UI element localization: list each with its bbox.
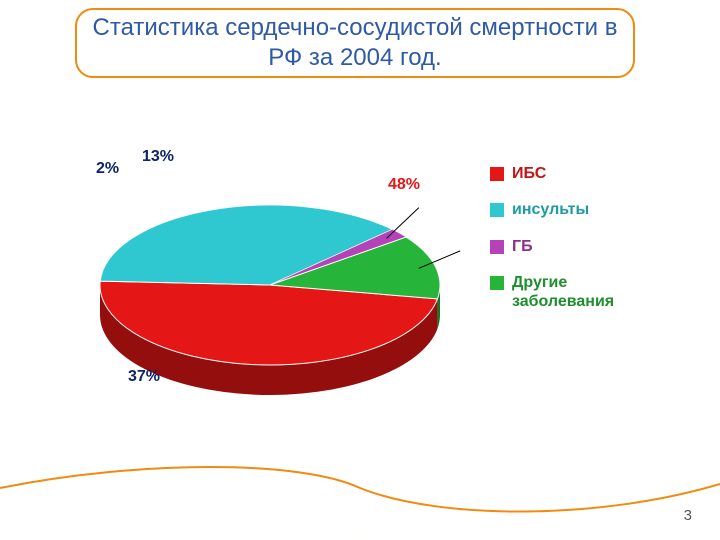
legend-label: ИБС	[512, 165, 546, 183]
title-box: Статистика сердечно-сосудистой смертност…	[75, 8, 635, 78]
legend-item: Другие заболевания	[490, 274, 670, 311]
page-title: Статистика сердечно-сосудистой смертност…	[91, 13, 619, 73]
legend-label: инсульты	[512, 201, 589, 219]
slice-label-1: 37%	[128, 368, 160, 386]
legend-item: инсульты	[490, 201, 670, 219]
footer-wave	[0, 440, 720, 540]
legend-swatch	[490, 167, 504, 181]
slice-label-3: 13%	[142, 148, 174, 166]
slice-label-2: 2%	[96, 160, 119, 178]
legend: ИБС инсульты ГБ Другие заболевания	[490, 165, 670, 329]
legend-swatch	[490, 240, 504, 254]
legend-label: Другие заболевания	[512, 274, 670, 311]
legend-swatch	[490, 203, 504, 217]
slice-label-0: 48%	[388, 176, 420, 194]
legend-label: ГБ	[512, 238, 533, 256]
pie-chart-svg	[50, 140, 490, 440]
legend-swatch	[490, 276, 504, 290]
legend-item: ГБ	[490, 238, 670, 256]
page-number: 3	[684, 507, 692, 524]
legend-item: ИБС	[490, 165, 670, 183]
